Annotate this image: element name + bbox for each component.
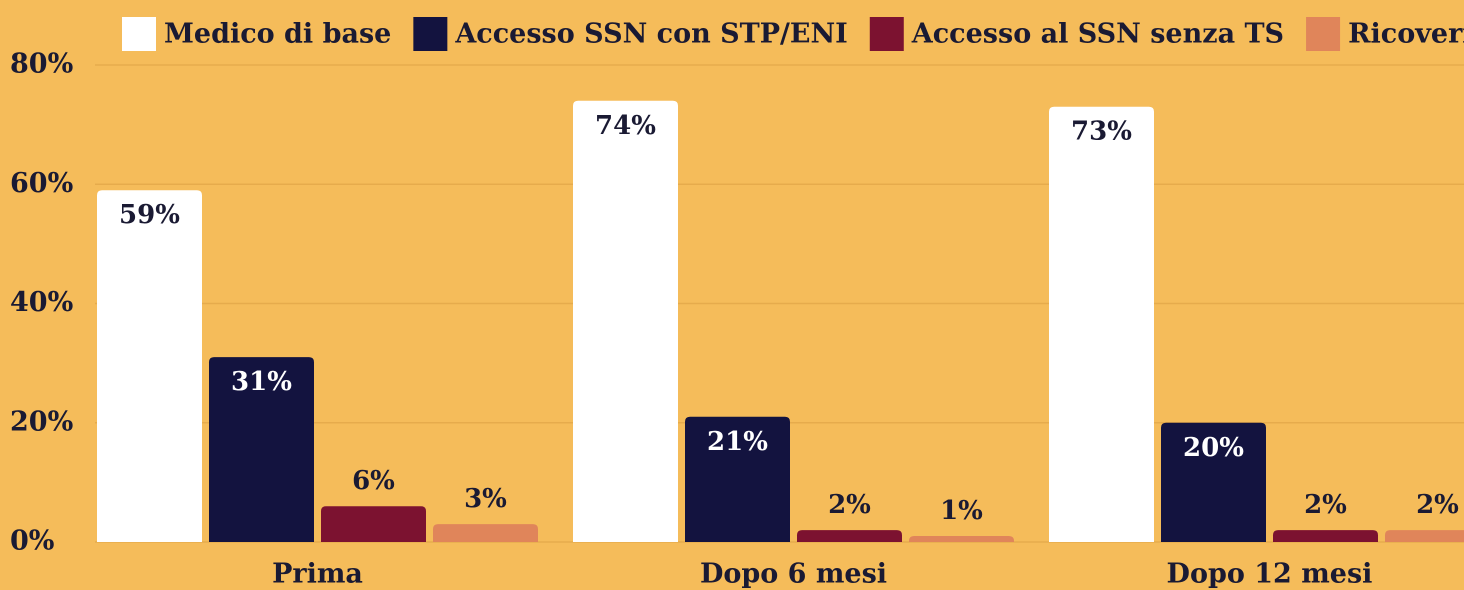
value-label: 21% [707, 427, 768, 457]
value-label: 20% [1183, 433, 1244, 463]
bar [433, 524, 538, 542]
value-label: 2% [1416, 490, 1459, 520]
legend-swatch [869, 17, 904, 51]
bar [1385, 530, 1464, 542]
y-tick-label: 20% [10, 406, 73, 437]
y-tick-label: 0% [10, 526, 54, 557]
legend-swatch [413, 17, 448, 51]
y-tick-label: 80% [10, 49, 73, 80]
value-label: 2% [828, 490, 871, 520]
value-label: 6% [352, 466, 395, 496]
value-label: 59% [119, 200, 180, 230]
x-tick-label: Dopo 6 mesi [700, 559, 887, 590]
y-tick-label: 60% [10, 168, 73, 199]
legend-label: Medico di base [164, 19, 391, 50]
plot: 0% 20% 40% 60% 80% 59% 31% 6% 3% Prima 74% 21% 2% 1% D… [10, 49, 1464, 590]
bar [797, 530, 902, 542]
bar [573, 100, 678, 543]
legend-swatch [122, 17, 156, 51]
legend-swatch [1306, 17, 1341, 51]
bar [1049, 106, 1154, 543]
bar [685, 416, 790, 542]
x-tick-label: Prima [272, 559, 363, 590]
value-label: 2% [1304, 490, 1347, 520]
legend-label: Accesso SSN con STP/ENI [454, 19, 847, 50]
x-tick-label: Dopo 12 mesi [1167, 559, 1373, 590]
bar [97, 190, 202, 542]
value-label: 1% [940, 496, 983, 526]
value-label: 3% [464, 484, 507, 514]
legend-label: Accesso al SSN senza TS [911, 19, 1284, 50]
legend-label: Ricoveri [1348, 19, 1464, 50]
bar [1273, 530, 1378, 542]
bar [909, 536, 1014, 542]
y-tick-label: 40% [10, 287, 73, 318]
bar [321, 506, 426, 542]
value-label: 74% [595, 111, 656, 141]
bar [209, 357, 314, 542]
bar [1161, 422, 1266, 542]
value-label: 73% [1071, 117, 1132, 147]
value-label: 31% [231, 367, 292, 397]
